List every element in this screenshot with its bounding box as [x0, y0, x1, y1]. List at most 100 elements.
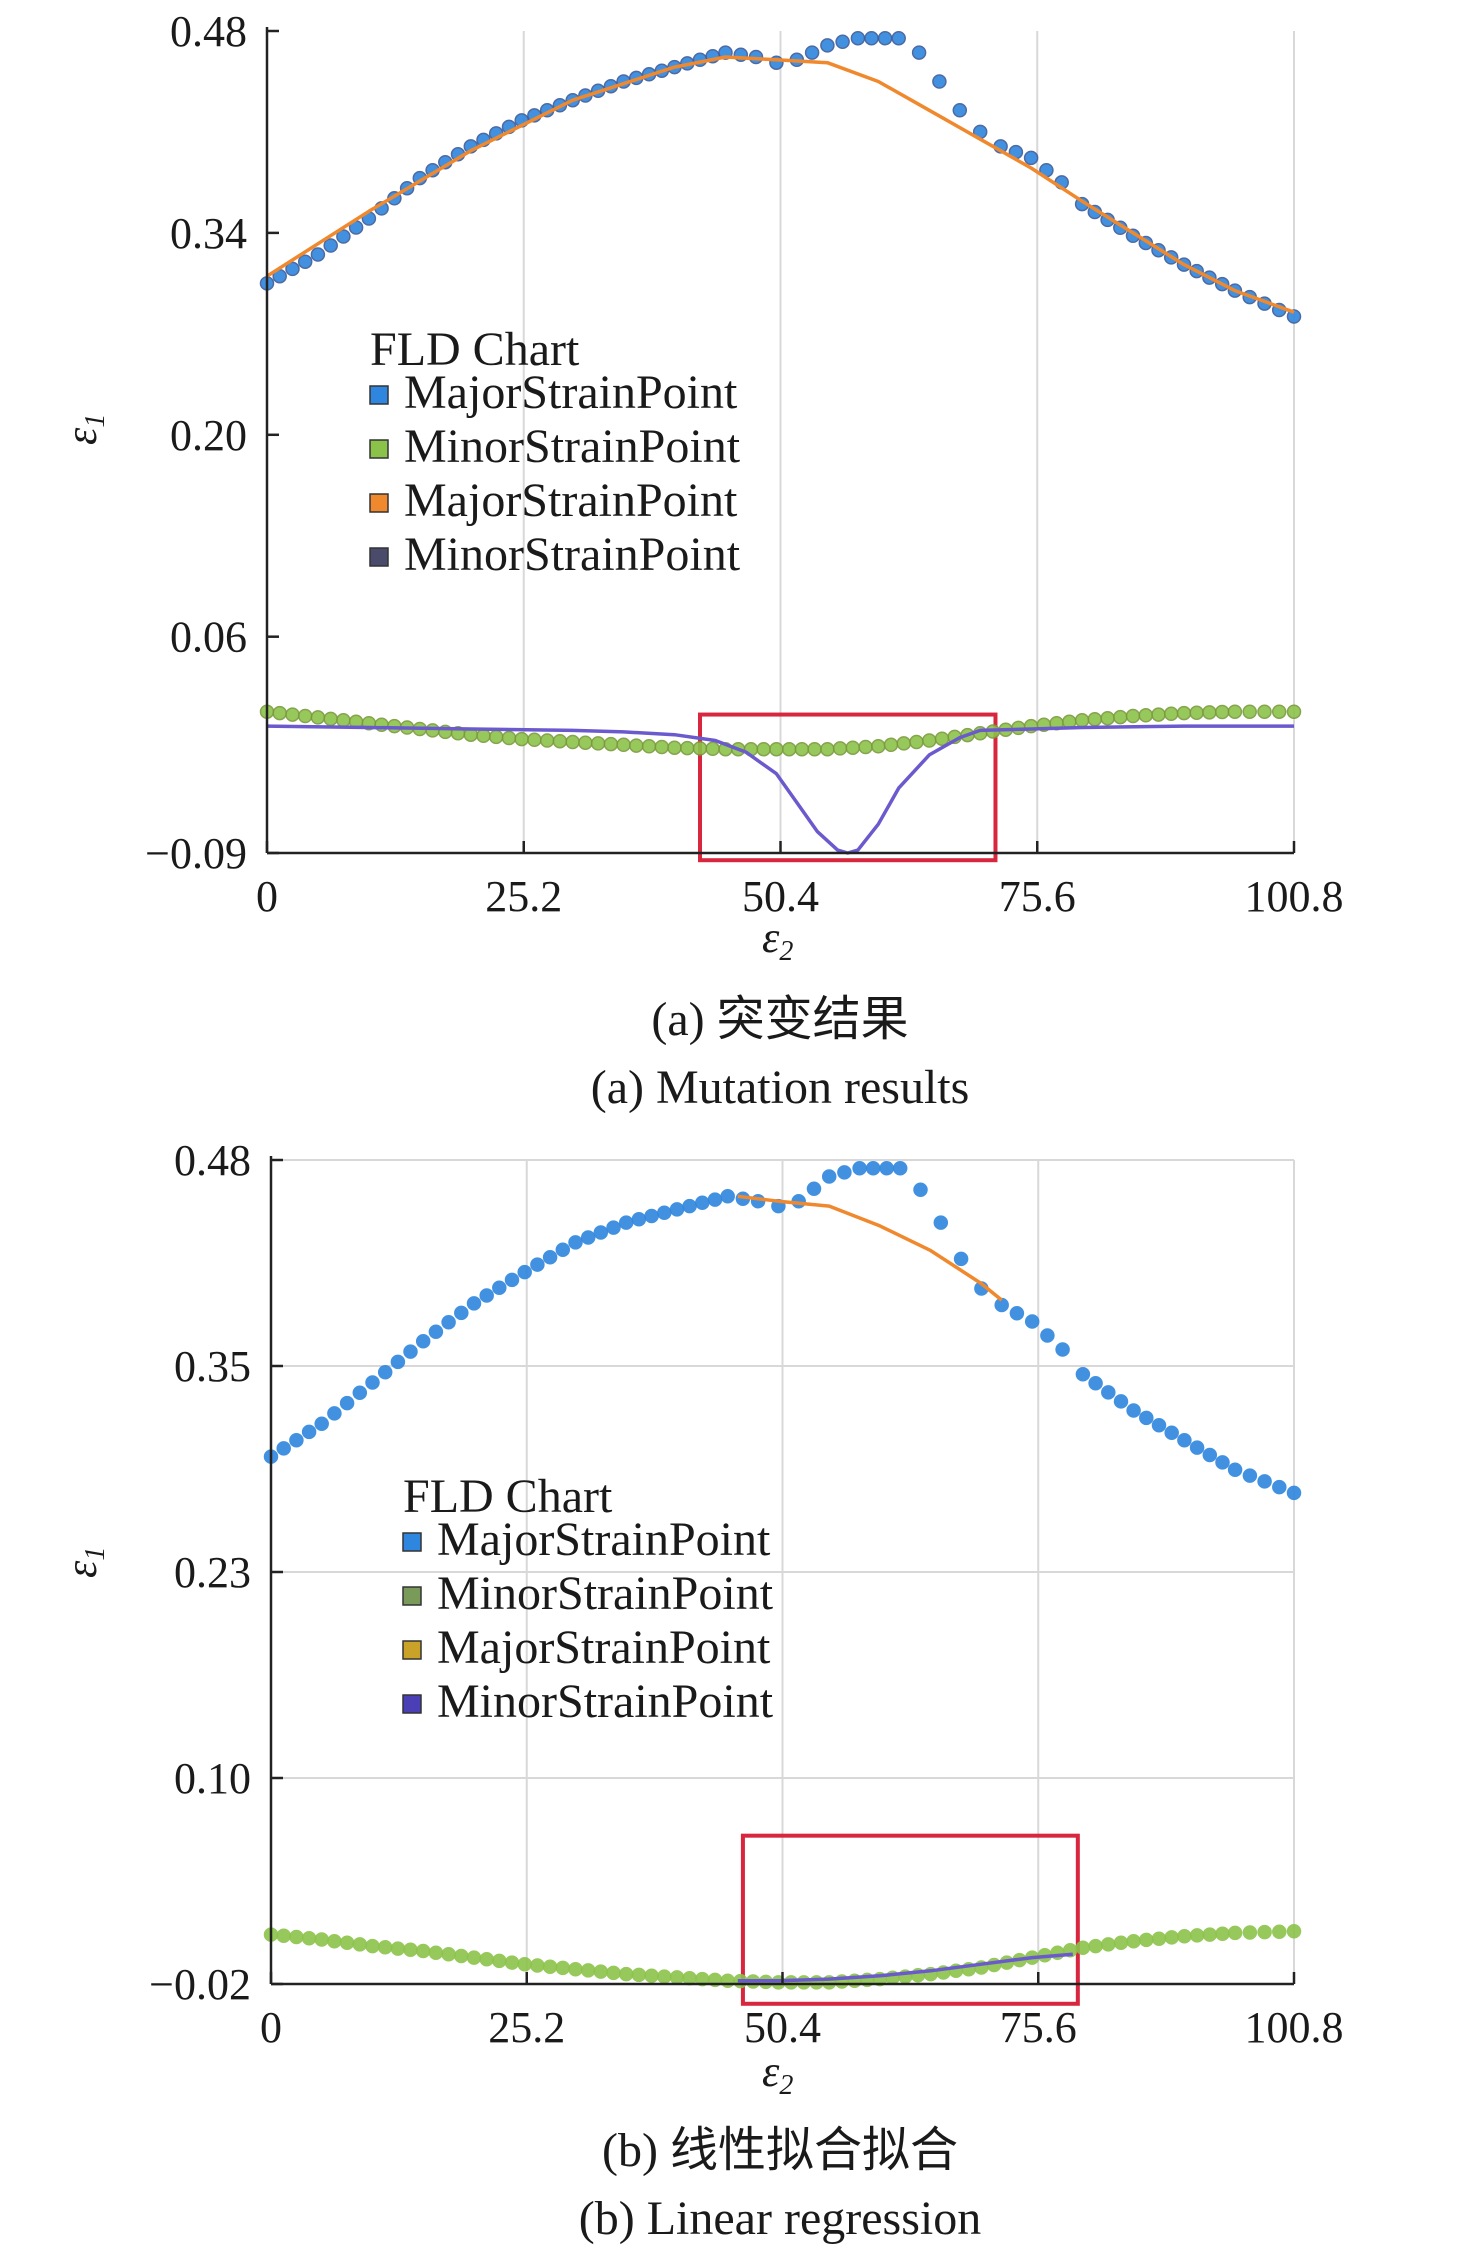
legend-swatch — [369, 385, 389, 405]
series-point-2 — [618, 1966, 634, 1982]
series-point-1 — [682, 1198, 697, 1214]
series-point-1 — [1189, 1440, 1205, 1455]
y-tick-label: 0.35 — [174, 1342, 251, 1391]
chart-panel-a: 0 25.2 50.4 75.6 100.8 0.48 0.34 0.20 0.06 −0.09… — [57, 7, 1344, 1114]
series-point-1 — [806, 1181, 822, 1197]
series-point-1 — [1088, 1376, 1103, 1391]
series-point-1 — [644, 1208, 659, 1224]
series-line-4 — [737, 1952, 1073, 1983]
legend-label: MinorStrainPoint — [404, 420, 741, 473]
series-point-2 — [1125, 708, 1141, 724]
y-tick-label: 0.34 — [170, 209, 247, 258]
series-point-1 — [1286, 309, 1302, 324]
series-point-1 — [285, 261, 300, 277]
series-point-1 — [1113, 1394, 1129, 1409]
series-point-1 — [310, 247, 326, 262]
legend-swatch — [369, 439, 389, 459]
series-point-2 — [593, 1964, 609, 1979]
series-point-1 — [327, 1406, 342, 1421]
series-point-1 — [1075, 1366, 1091, 1382]
series-point-1 — [820, 38, 835, 53]
series-point-1 — [911, 45, 927, 60]
series-point-1 — [390, 1354, 406, 1370]
series-point-1 — [530, 1257, 545, 1272]
series-point-2 — [555, 1960, 571, 1976]
legend-swatch — [369, 493, 389, 513]
series-point-1 — [631, 1212, 647, 1227]
series-point-2 — [590, 736, 606, 751]
series-point-2 — [297, 708, 313, 724]
series-point-1 — [517, 1264, 532, 1280]
legend-title-a: FLD Chart — [370, 323, 580, 376]
x-ticks-a: 0 25.2 50.4 75.6 100.8 — [256, 872, 1344, 921]
series-point-1 — [913, 1182, 928, 1197]
series-point-2 — [832, 741, 848, 756]
series-point-1 — [415, 1334, 431, 1349]
legend-label: MajorStrainPoint — [404, 474, 738, 527]
series-point-1 — [336, 229, 351, 244]
series-point-1 — [707, 1192, 723, 1207]
series-point-1 — [953, 1251, 969, 1267]
series-point-2 — [606, 1965, 621, 1981]
series-point-2 — [631, 1967, 647, 1983]
series-point-2 — [616, 737, 631, 753]
x-tick-label: 0 — [260, 2003, 282, 2052]
series-point-2 — [514, 731, 529, 747]
series-point-1 — [837, 1165, 852, 1180]
series-point-2 — [1202, 705, 1217, 720]
series-point-2 — [1257, 704, 1272, 719]
series-line-4 — [266, 724, 1294, 855]
series-point-1 — [297, 254, 313, 269]
legend-swatch — [402, 1586, 422, 1606]
series-point-1 — [1242, 1468, 1258, 1483]
series-point-2 — [909, 734, 924, 750]
legend-swatch — [402, 1532, 422, 1552]
series-point-2 — [272, 705, 287, 721]
series-point-2 — [680, 740, 695, 756]
series-point-1 — [835, 34, 850, 50]
series-point-2 — [1139, 1932, 1154, 1948]
series-point-2 — [896, 736, 912, 751]
y-tick-label: −0.02 — [149, 1960, 251, 2009]
series-point-1 — [1009, 1306, 1025, 1321]
series-point-1 — [606, 1220, 621, 1235]
series-point-2 — [314, 1932, 329, 1947]
series-point-2 — [323, 711, 338, 727]
series-point-1 — [695, 1195, 710, 1211]
series-point-1 — [593, 1225, 609, 1240]
series-point-2 — [1163, 706, 1179, 722]
series-point-1 — [403, 1344, 418, 1359]
series-point-1 — [1139, 1410, 1154, 1426]
series-point-1 — [952, 103, 968, 118]
series-point-2 — [796, 1975, 812, 1990]
series-point-2 — [1138, 708, 1154, 723]
series-point-1 — [1215, 1455, 1230, 1470]
series-point-2 — [488, 729, 504, 745]
x-ticks-b: 0 25.2 50.4 75.6 100.8 — [260, 2003, 1344, 2052]
series-point-1 — [377, 1364, 393, 1380]
series-point-2 — [705, 741, 720, 757]
x-tick-label: 100.8 — [1245, 872, 1344, 921]
series-point-1 — [618, 1215, 634, 1230]
series-point-2 — [1151, 1931, 1167, 1946]
series-point-1 — [466, 1296, 482, 1311]
x-tick-label: 100.8 — [1245, 2003, 1344, 2052]
y-tick-label: 0.10 — [174, 1754, 251, 1803]
legend-label: MajorStrainPoint — [437, 1513, 771, 1566]
highlight-box-a — [698, 712, 998, 863]
series-point-2 — [1113, 1935, 1129, 1951]
series-point-2 — [454, 1948, 469, 1964]
series-point-1 — [289, 1432, 304, 1448]
series-point-2 — [428, 1945, 444, 1960]
series-point-1 — [720, 1189, 735, 1204]
series-point-1 — [1126, 1403, 1141, 1418]
y-tick-label: 0.23 — [174, 1548, 251, 1597]
y-tick-label: 0.48 — [174, 1136, 251, 1185]
series-point-2 — [276, 1928, 291, 1944]
series-layer-a — [259, 30, 1302, 855]
y-ticks-b: 0.48 0.35 0.23 0.10 −0.02 — [149, 1136, 251, 2009]
y-tick-label: 0.06 — [170, 613, 247, 662]
series-point-2 — [922, 733, 937, 748]
legend-b: FLD Chart MajorStrainPointMinorStrainPoi… — [402, 1470, 774, 1728]
